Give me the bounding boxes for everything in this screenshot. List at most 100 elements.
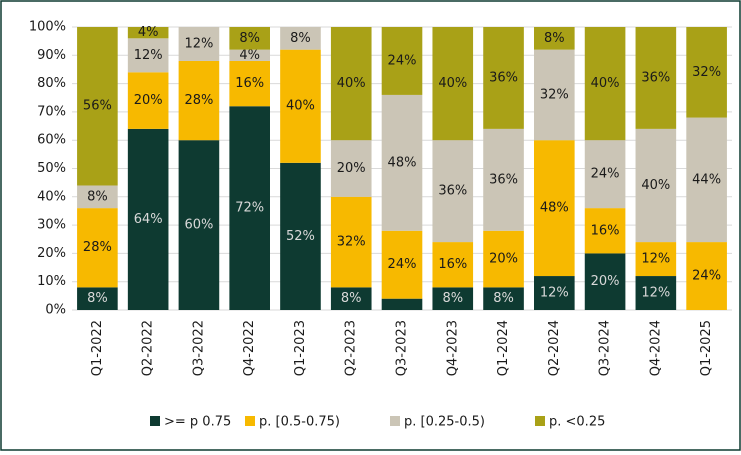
- data-label: 4%: [138, 25, 159, 40]
- x-tick-label: Q3-2024: [598, 320, 613, 376]
- data-label: 12%: [641, 286, 670, 301]
- bar-segment: [77, 287, 118, 310]
- bar-segment: [178, 140, 220, 310]
- data-label: 12%: [540, 286, 569, 301]
- bar-segment: [381, 94, 423, 231]
- bar-segment: [77, 27, 118, 186]
- bar-segment: [534, 27, 575, 50]
- bar-segment: [686, 117, 727, 243]
- bar-segment: [330, 196, 372, 288]
- x-tick-label: Q4-2023: [445, 320, 460, 376]
- bar-segment: [432, 242, 474, 288]
- data-label: 12%: [134, 48, 163, 63]
- bar-segment: [381, 298, 423, 310]
- data-label: 40%: [591, 76, 620, 91]
- x-tick-label: Q1-2022: [90, 320, 105, 376]
- data-label: 28%: [83, 240, 112, 255]
- data-label: 4%: [239, 48, 260, 63]
- bar-segment: [686, 27, 727, 118]
- x-tick-label: Q4-2024: [648, 320, 663, 376]
- legend-swatch: [245, 416, 255, 426]
- data-label: 20%: [134, 93, 163, 108]
- legend-label: p. [0.5-0.75): [259, 415, 340, 430]
- bar-segment: [280, 27, 321, 50]
- data-label: 52%: [286, 229, 315, 244]
- y-tick-label: 40%: [37, 189, 66, 204]
- x-tick-label: Q1-2024: [496, 320, 511, 376]
- data-label: 28%: [184, 93, 213, 108]
- data-label: 32%: [337, 235, 366, 250]
- bar-segment: [229, 27, 270, 50]
- bar-segment: [483, 27, 524, 129]
- data-label: 36%: [438, 184, 467, 199]
- legend-swatch: [535, 416, 545, 426]
- legend-swatch: [150, 416, 160, 426]
- data-label: 24%: [388, 53, 417, 68]
- data-label: 40%: [337, 76, 366, 91]
- bar-segment: [584, 253, 626, 310]
- bar-segment: [77, 185, 118, 209]
- bar-segment: [229, 49, 270, 61]
- bar-segment: [635, 27, 677, 129]
- data-label: 20%: [337, 161, 366, 176]
- bar-segment: [635, 276, 677, 310]
- bar-segment: [178, 60, 220, 141]
- bar-segment: [330, 287, 372, 310]
- data-label: 72%: [235, 201, 264, 216]
- data-label: 8%: [87, 291, 108, 306]
- data-label: 8%: [544, 31, 565, 46]
- y-tick-label: 30%: [37, 218, 66, 233]
- y-tick-label: 10%: [37, 274, 66, 289]
- data-label: 40%: [438, 76, 467, 91]
- data-label: 12%: [641, 252, 670, 267]
- bar-segment: [127, 72, 169, 129]
- data-label: 16%: [591, 223, 620, 238]
- bar-segment: [635, 242, 677, 277]
- bar-segment: [483, 287, 524, 310]
- data-label: 48%: [540, 201, 569, 216]
- y-tick-label: 50%: [37, 161, 66, 176]
- bar-segment: [381, 27, 423, 95]
- x-tick-label: Q3-2022: [191, 320, 206, 376]
- data-label: 16%: [235, 76, 264, 91]
- x-tick-label: Q1-2023: [293, 320, 308, 376]
- bar-segment: [280, 162, 321, 310]
- legend-label: p. [0.25-0.5): [404, 415, 485, 430]
- data-label: 36%: [641, 70, 670, 85]
- bar-segment: [432, 140, 474, 243]
- y-tick-label: 90%: [37, 48, 66, 63]
- x-tick-label: Q4-2022: [242, 320, 257, 376]
- bar-segment: [686, 242, 727, 310]
- y-tick-label: 20%: [37, 246, 66, 261]
- bar-segment: [127, 38, 169, 73]
- data-label: 32%: [692, 65, 721, 80]
- data-label: 8%: [341, 291, 362, 306]
- data-label: 20%: [591, 274, 620, 289]
- data-label: 24%: [591, 167, 620, 182]
- data-label: 36%: [489, 70, 518, 85]
- bar-segment: [330, 27, 372, 141]
- bar-segment: [178, 27, 220, 61]
- x-tick-label: Q2-2023: [344, 320, 359, 376]
- data-label: 8%: [239, 31, 260, 46]
- y-tick-label: 80%: [37, 76, 66, 91]
- data-label: 48%: [388, 155, 417, 170]
- bar-segment: [432, 287, 474, 310]
- bar-segment: [229, 60, 270, 107]
- data-label: 16%: [438, 257, 467, 272]
- data-label: 24%: [692, 269, 721, 284]
- legend-label: >= p 0.75: [164, 415, 231, 430]
- data-label: 40%: [286, 99, 315, 114]
- data-label: 8%: [290, 31, 311, 46]
- bar-segment: [483, 230, 524, 288]
- bar-segment: [432, 27, 474, 141]
- bar-segment: [381, 230, 423, 299]
- data-label: 44%: [692, 172, 721, 187]
- data-label: 8%: [493, 291, 514, 306]
- data-label: 8%: [442, 291, 463, 306]
- bar-segment: [330, 140, 372, 197]
- bar-segment: [280, 49, 321, 163]
- data-label: 12%: [184, 36, 213, 51]
- data-label: 56%: [83, 99, 112, 114]
